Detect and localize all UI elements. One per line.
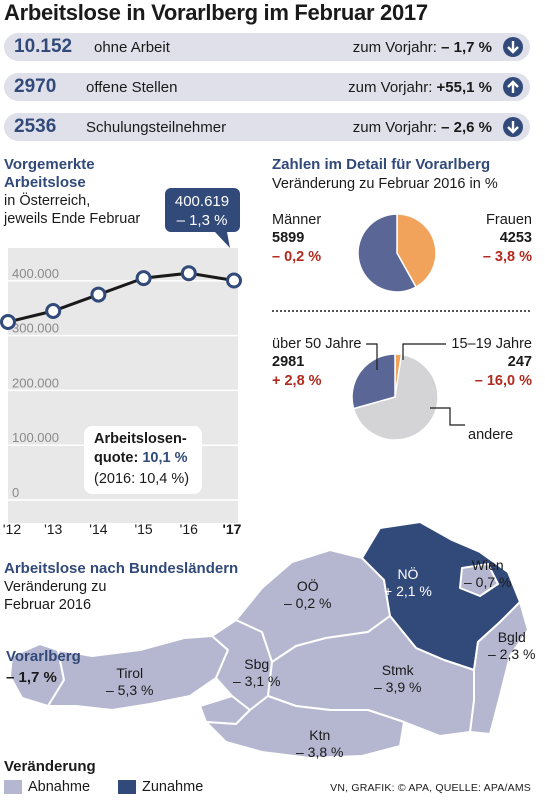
- pie-gender: [357, 213, 437, 293]
- men-value: 5899: [272, 230, 305, 246]
- data-point: [226, 272, 242, 289]
- region-tirol: [47, 635, 229, 711]
- pie-subheading: Veränderung zu Februar 2016 in %: [272, 176, 498, 192]
- young-change: – 16,0 %: [474, 373, 532, 389]
- stat-row-trainees: 2536 Schulungsteilnehmer zum Vorjahr: – …: [4, 113, 530, 141]
- stat-value: 2536: [14, 116, 57, 137]
- label-burgenland: Bgld – 2,3 %: [488, 629, 536, 662]
- young-label: 15–19 Jahre: [451, 336, 532, 352]
- y-tick-label: 300.000: [12, 321, 59, 336]
- data-point: [90, 286, 107, 303]
- line-chart-heading: Vorgemerkte Arbeitslose in Österreich, j…: [4, 156, 141, 227]
- y-tick-label: 400.000: [12, 266, 59, 281]
- austria-map: [9, 521, 529, 759]
- pie-age-leaders: [366, 343, 465, 426]
- over50-label: über 50 Jahre: [272, 336, 362, 352]
- data-point: [0, 313, 16, 330]
- label-salzburg: Sbg – 3,1 %: [233, 656, 281, 689]
- pie-slice: [351, 353, 396, 410]
- data-point: [180, 265, 197, 282]
- stat-value: 10.152: [14, 36, 73, 57]
- men-change: – 0,2 %: [272, 249, 322, 265]
- stat-row-unemployed: 10.152 ohne Arbeit zum Vorjahr: – 1,7 %: [4, 33, 530, 61]
- x-tick-label: '17: [223, 521, 242, 537]
- label-steiermark: Stmk – 3,9 %: [374, 662, 422, 695]
- stat-value: 2970: [14, 76, 57, 97]
- over50-value: 2981: [272, 354, 305, 370]
- pie-heading: Zahlen im Detail für Vorarlberg: [272, 156, 491, 173]
- x-tick-label: '13: [44, 521, 62, 537]
- legend-swatch-increase: [118, 780, 136, 794]
- label-kaernten: Ktn – 3,8 %: [296, 727, 344, 760]
- stat-row-open-positions: 2970 offene Stellen zum Vorjahr: +55,1 %: [4, 73, 530, 101]
- men-label: Männer: [272, 212, 322, 228]
- stat-label: offene Stellen: [86, 79, 178, 96]
- women-value: 4253: [499, 230, 532, 246]
- legend-decrease: Abnahme: [28, 779, 91, 795]
- y-tick-label: 0: [12, 485, 19, 500]
- callout-change: – 1,3 %: [177, 212, 228, 229]
- label-ooe: OÖ – 0,2 %: [284, 578, 332, 611]
- pie-age: [351, 353, 439, 441]
- x-tick-label: '12: [3, 521, 21, 537]
- callout-pointer: [215, 232, 230, 248]
- pie-slice: [396, 213, 437, 289]
- other-label: andere: [468, 427, 514, 443]
- stat-label: ohne Arbeit: [94, 39, 170, 56]
- label-vorarlberg: Vorarlberg – 1,7 %: [6, 648, 81, 686]
- legend-increase: Zunahme: [142, 779, 204, 795]
- map-heading: Arbeitslose nach Bundesländern: [4, 560, 239, 577]
- x-tick-label: '14: [89, 521, 107, 537]
- source-credit: VN, GRAFIK: © APA, QUELLE: APA/AMS: [330, 782, 531, 794]
- legend-swatch-decrease: [4, 780, 22, 794]
- y-tick-label: 100.000: [12, 430, 59, 445]
- x-tick-label: '16: [180, 521, 198, 537]
- region-wien: [459, 563, 499, 597]
- stat-label: Schulungsteilnehmer: [86, 119, 227, 136]
- label-tirol: Tirol – 5,3 %: [106, 665, 154, 698]
- y-tick-label: 200.000: [12, 375, 59, 390]
- stat-compare: zum Vorjahr: +55,1 %: [348, 79, 492, 96]
- callout-value: 400.619: [175, 193, 229, 210]
- quote-box: Arbeitslosen- quote: 10,1 % (2016: 10,4 …: [84, 426, 202, 494]
- women-change: – 3,8 %: [482, 249, 532, 265]
- pie-slice: [357, 213, 418, 293]
- stat-compare: zum Vorjahr: – 2,6 %: [352, 119, 492, 136]
- data-point: [135, 270, 152, 287]
- women-label: Frauen: [486, 212, 532, 228]
- map-sub-2: Februar 2016: [4, 597, 92, 613]
- stat-compare: zum Vorjahr: – 1,7 %: [352, 39, 492, 56]
- label-noe: NÖ + 2,1 %: [384, 566, 432, 599]
- arrow-down-icon: [503, 37, 523, 57]
- over50-change: + 2,8 %: [272, 373, 322, 389]
- data-point: [45, 303, 62, 319]
- map-sub-1: Veränderung zu: [4, 579, 107, 595]
- label-wien: Wien – 0,7 %: [464, 557, 512, 590]
- divider: [272, 310, 530, 312]
- legend-title: Veränderung: [4, 758, 96, 775]
- pie-slice: [352, 353, 439, 441]
- page-title: Arbeitslose in Vorarlberg im Februar 201…: [4, 0, 428, 25]
- region-kaernten: [205, 695, 405, 759]
- arrow-up-icon: [503, 77, 523, 97]
- arrow-down-icon: [503, 117, 523, 137]
- young-value: 247: [507, 354, 532, 370]
- callout-box: [165, 188, 240, 232]
- x-tick-label: '15: [134, 521, 152, 537]
